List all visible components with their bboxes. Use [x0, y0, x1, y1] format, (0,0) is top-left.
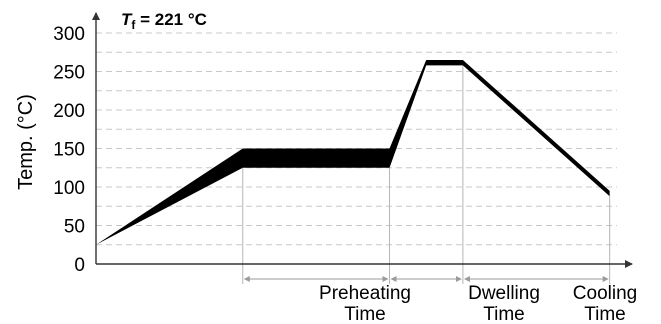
profile-band: [96, 59, 610, 245]
phase-label-cooling-line2: Time: [584, 304, 626, 324]
y-tick-label: 100: [53, 178, 85, 199]
y-tick-label: 0: [74, 255, 85, 276]
phase-label-dwelling-line2: Time: [483, 304, 525, 324]
annotation-subscript: f: [131, 18, 136, 32]
profile-band-layer: [96, 59, 610, 245]
annotation-value: = 221 °C: [135, 10, 207, 29]
y-tick-label: 250: [53, 63, 85, 84]
phase-label-preheating: Preheating: [319, 283, 411, 304]
phase-label-cooling: Cooling: [573, 283, 637, 304]
y-tick-label: 200: [53, 101, 85, 122]
y-tick-label: 150: [53, 140, 85, 161]
y-tick-labels: 0 50 100 150 200 250 300: [53, 24, 85, 276]
y-axis-label: Temp. (°C): [15, 94, 37, 190]
melting-temp-annotation: Tf = 221 °C: [121, 10, 207, 32]
axes: [92, 12, 633, 268]
y-tick-label: 50: [64, 217, 85, 238]
y-tick-label: 300: [53, 24, 85, 45]
grid-lines: [96, 32, 617, 246]
phase-guide-lines: [242, 65, 611, 284]
phase-label-dwelling: Dwelling: [468, 283, 540, 304]
annotation-symbol: T: [121, 10, 133, 29]
phase-label-preheating-line2: Time: [344, 304, 386, 324]
